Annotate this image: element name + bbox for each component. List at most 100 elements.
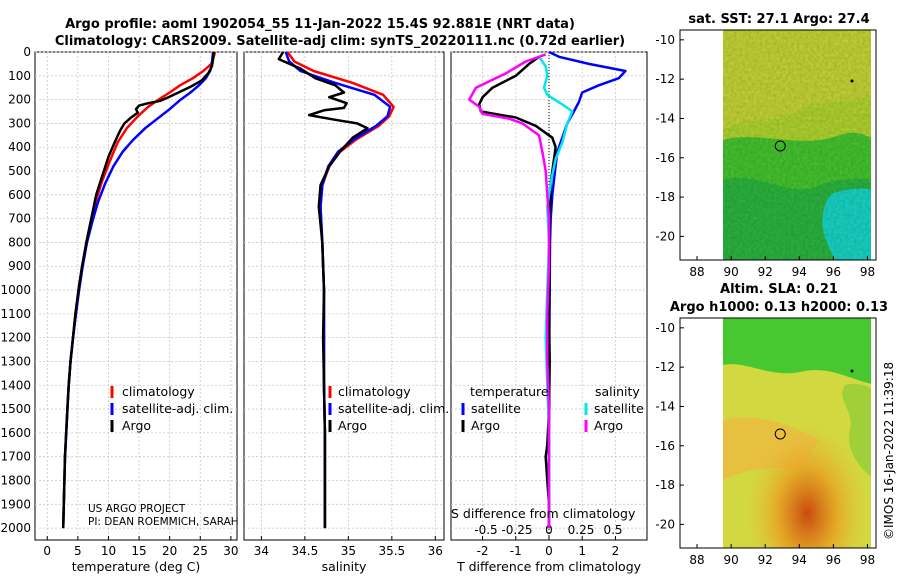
x-tick-label: 34 bbox=[254, 544, 269, 558]
depth-tick-label: 100 bbox=[8, 69, 31, 83]
salinity-axes-frame bbox=[243, 51, 445, 541]
depth-tick-label: 600 bbox=[8, 188, 31, 202]
sst-field bbox=[723, 30, 871, 260]
sst-map: sat. SST: 27.1 Argo: 27.4 88 90 92 94 96 98 -1… bbox=[655, 12, 877, 279]
depth-tick-label: 900 bbox=[8, 259, 31, 273]
depth-tick-label: 1800 bbox=[0, 473, 31, 487]
depth-tick-label: 1500 bbox=[0, 402, 31, 416]
temperature-tick-labels: 0 5 10 15 20 25 30 bbox=[43, 536, 239, 558]
pi-label: PI: DEAN ROEMMICH, SARAH bbox=[88, 516, 239, 528]
difference-tick-labels: -2 -1 0 1 2 bbox=[477, 536, 620, 558]
map-x-tick-label: 92 bbox=[758, 265, 773, 279]
depth-tick-label: 1200 bbox=[0, 331, 31, 345]
x-tick-label: 36 bbox=[428, 544, 443, 558]
x-tick-label: 35.5 bbox=[378, 544, 405, 558]
x-tick-label: 2 bbox=[612, 544, 620, 558]
series-line-salinity-argo bbox=[468, 53, 551, 529]
sst-small-marker bbox=[850, 79, 854, 83]
sla-field bbox=[723, 318, 871, 548]
sst-texture bbox=[723, 30, 871, 260]
map-x-tick-label: 90 bbox=[723, 265, 738, 279]
legend-label-satellite: satellite-adj. clim. bbox=[122, 401, 233, 416]
sst-map-title: sat. SST: 27.1 Argo: 27.4 bbox=[688, 12, 869, 27]
legend-label-temp-satellite: satellite bbox=[471, 401, 521, 416]
difference-series bbox=[468, 50, 627, 529]
depth-tick-label: 300 bbox=[8, 116, 31, 130]
difference-legend: temperature satellite Argo salinity sate… bbox=[461, 384, 644, 433]
depth-tick-label: 1700 bbox=[0, 450, 31, 464]
depth-tick-label: 1400 bbox=[0, 378, 31, 392]
legend-label-sal-satellite: satellite bbox=[594, 401, 644, 416]
map-x-tick-label: 92 bbox=[758, 553, 773, 567]
map-x-tick-label: 98 bbox=[860, 265, 875, 279]
x-tick-label: 15 bbox=[131, 544, 146, 558]
map-x-tick-label: 94 bbox=[792, 265, 807, 279]
map-y-tick-label: -12 bbox=[655, 72, 675, 86]
sla-map-title-line1: Altim. SLA: 0.21 bbox=[720, 282, 838, 297]
depth-tick-label: 1000 bbox=[0, 283, 31, 297]
depth-tick-label: 0 bbox=[23, 45, 31, 59]
depth-tick-label: 500 bbox=[8, 164, 31, 178]
legend-label-argo: Argo bbox=[338, 418, 367, 433]
map-y-tick-label: -18 bbox=[655, 190, 675, 204]
legend-label-climatology: climatology bbox=[122, 384, 195, 399]
depth-tick-label: 400 bbox=[8, 140, 31, 154]
map-x-tick-label: 98 bbox=[860, 553, 875, 567]
depth-tick-label: 1600 bbox=[0, 426, 31, 440]
x-tick-label: 10 bbox=[101, 544, 116, 558]
depth-tick-label: 1300 bbox=[0, 354, 31, 368]
map-y-tick-label: -14 bbox=[655, 399, 675, 413]
sal-diff-tick-label: 0.25 bbox=[568, 523, 595, 537]
map-y-tick-label: -12 bbox=[655, 360, 675, 374]
depth-tick-label: 1900 bbox=[0, 497, 31, 511]
float-position-marker bbox=[774, 140, 786, 152]
x-tick-label: -1 bbox=[510, 544, 522, 558]
map-x-tick-label: 90 bbox=[723, 553, 738, 567]
map-x-tick-label: 96 bbox=[826, 553, 841, 567]
legend-label-sal-argo: Argo bbox=[594, 418, 623, 433]
x-tick-label: 0 bbox=[43, 544, 51, 558]
map-y-tick-label: -10 bbox=[655, 33, 675, 47]
series-line-temperature-argo bbox=[477, 55, 557, 529]
project-label: US ARGO PROJECT bbox=[88, 503, 186, 515]
sst-tick-labels: 88 90 92 94 96 98 -10 -12 -14 -16 -18 -20 bbox=[655, 33, 875, 279]
temperature-grid bbox=[35, 51, 237, 540]
sla-map-title-line2: Argo h1000: 0.13 h2000: 0.13 bbox=[670, 300, 888, 315]
depth-tick-label: 1100 bbox=[0, 307, 31, 321]
salinity-series bbox=[277, 51, 395, 529]
map-y-tick-label: -18 bbox=[655, 478, 675, 492]
difference-panel: -2 -1 0 1 2 -0.5 -0.25 0 0.25 0.5 T difference f… bbox=[450, 50, 648, 574]
sal-diff-tick-label: 0.5 bbox=[603, 523, 622, 537]
temperature-panel: 0100200300400500600700800900100011001200… bbox=[0, 45, 238, 574]
sla-hot-patch bbox=[723, 318, 871, 548]
x-tick-label: 25 bbox=[193, 544, 208, 558]
depth-tick-label: 200 bbox=[8, 93, 31, 107]
temperature-legend: climatology satellite-adj. clim. Argo bbox=[110, 384, 233, 433]
imos-credit: ©IMOS 16-Jan-2022 11:39:18 bbox=[882, 362, 896, 540]
figure-title-line1: Argo profile: aoml 1902054_55 11-Jan-202… bbox=[65, 17, 575, 32]
salinity-difference-tick-labels: -0.5 -0.25 0 0.25 0.5 bbox=[474, 523, 622, 537]
sal-diff-tick-label: 0 bbox=[545, 523, 553, 537]
temperature-series bbox=[61, 51, 217, 529]
legend-title-temperature: temperature bbox=[470, 384, 549, 399]
x-tick-label: 5 bbox=[74, 544, 82, 558]
map-y-tick-label: -16 bbox=[655, 439, 675, 453]
salinity-difference-axis-label: S difference from climatology bbox=[451, 506, 636, 521]
map-x-tick-label: 88 bbox=[689, 553, 704, 567]
sla-small-marker bbox=[850, 369, 854, 373]
figure-title-line2: Climatology: CARS2009. Satellite-adj cli… bbox=[55, 34, 625, 49]
salinity-tick-labels: 34 34.5 35 35.5 36 bbox=[254, 536, 443, 558]
legend-title-salinity: salinity bbox=[595, 384, 640, 399]
salinity-panel: 34 34.5 35 35.5 36 salinity climatology sate… bbox=[243, 51, 449, 574]
sla-tick-labels: 88 90 92 94 96 98 -10 -12 -14 -16 -18 -20 bbox=[655, 321, 875, 567]
series-line-argo bbox=[277, 51, 369, 529]
x-tick-label: 34.5 bbox=[292, 544, 319, 558]
temperature-axis-label: temperature (deg C) bbox=[72, 559, 201, 574]
map-y-tick-label: -10 bbox=[655, 321, 675, 335]
map-y-tick-label: -20 bbox=[655, 517, 675, 531]
sal-diff-tick-label: -0.5 bbox=[474, 523, 497, 537]
legend-label-satellite: satellite-adj. clim. bbox=[338, 401, 449, 416]
x-tick-label: 0 bbox=[545, 544, 553, 558]
depth-tick-label: 800 bbox=[8, 235, 31, 249]
